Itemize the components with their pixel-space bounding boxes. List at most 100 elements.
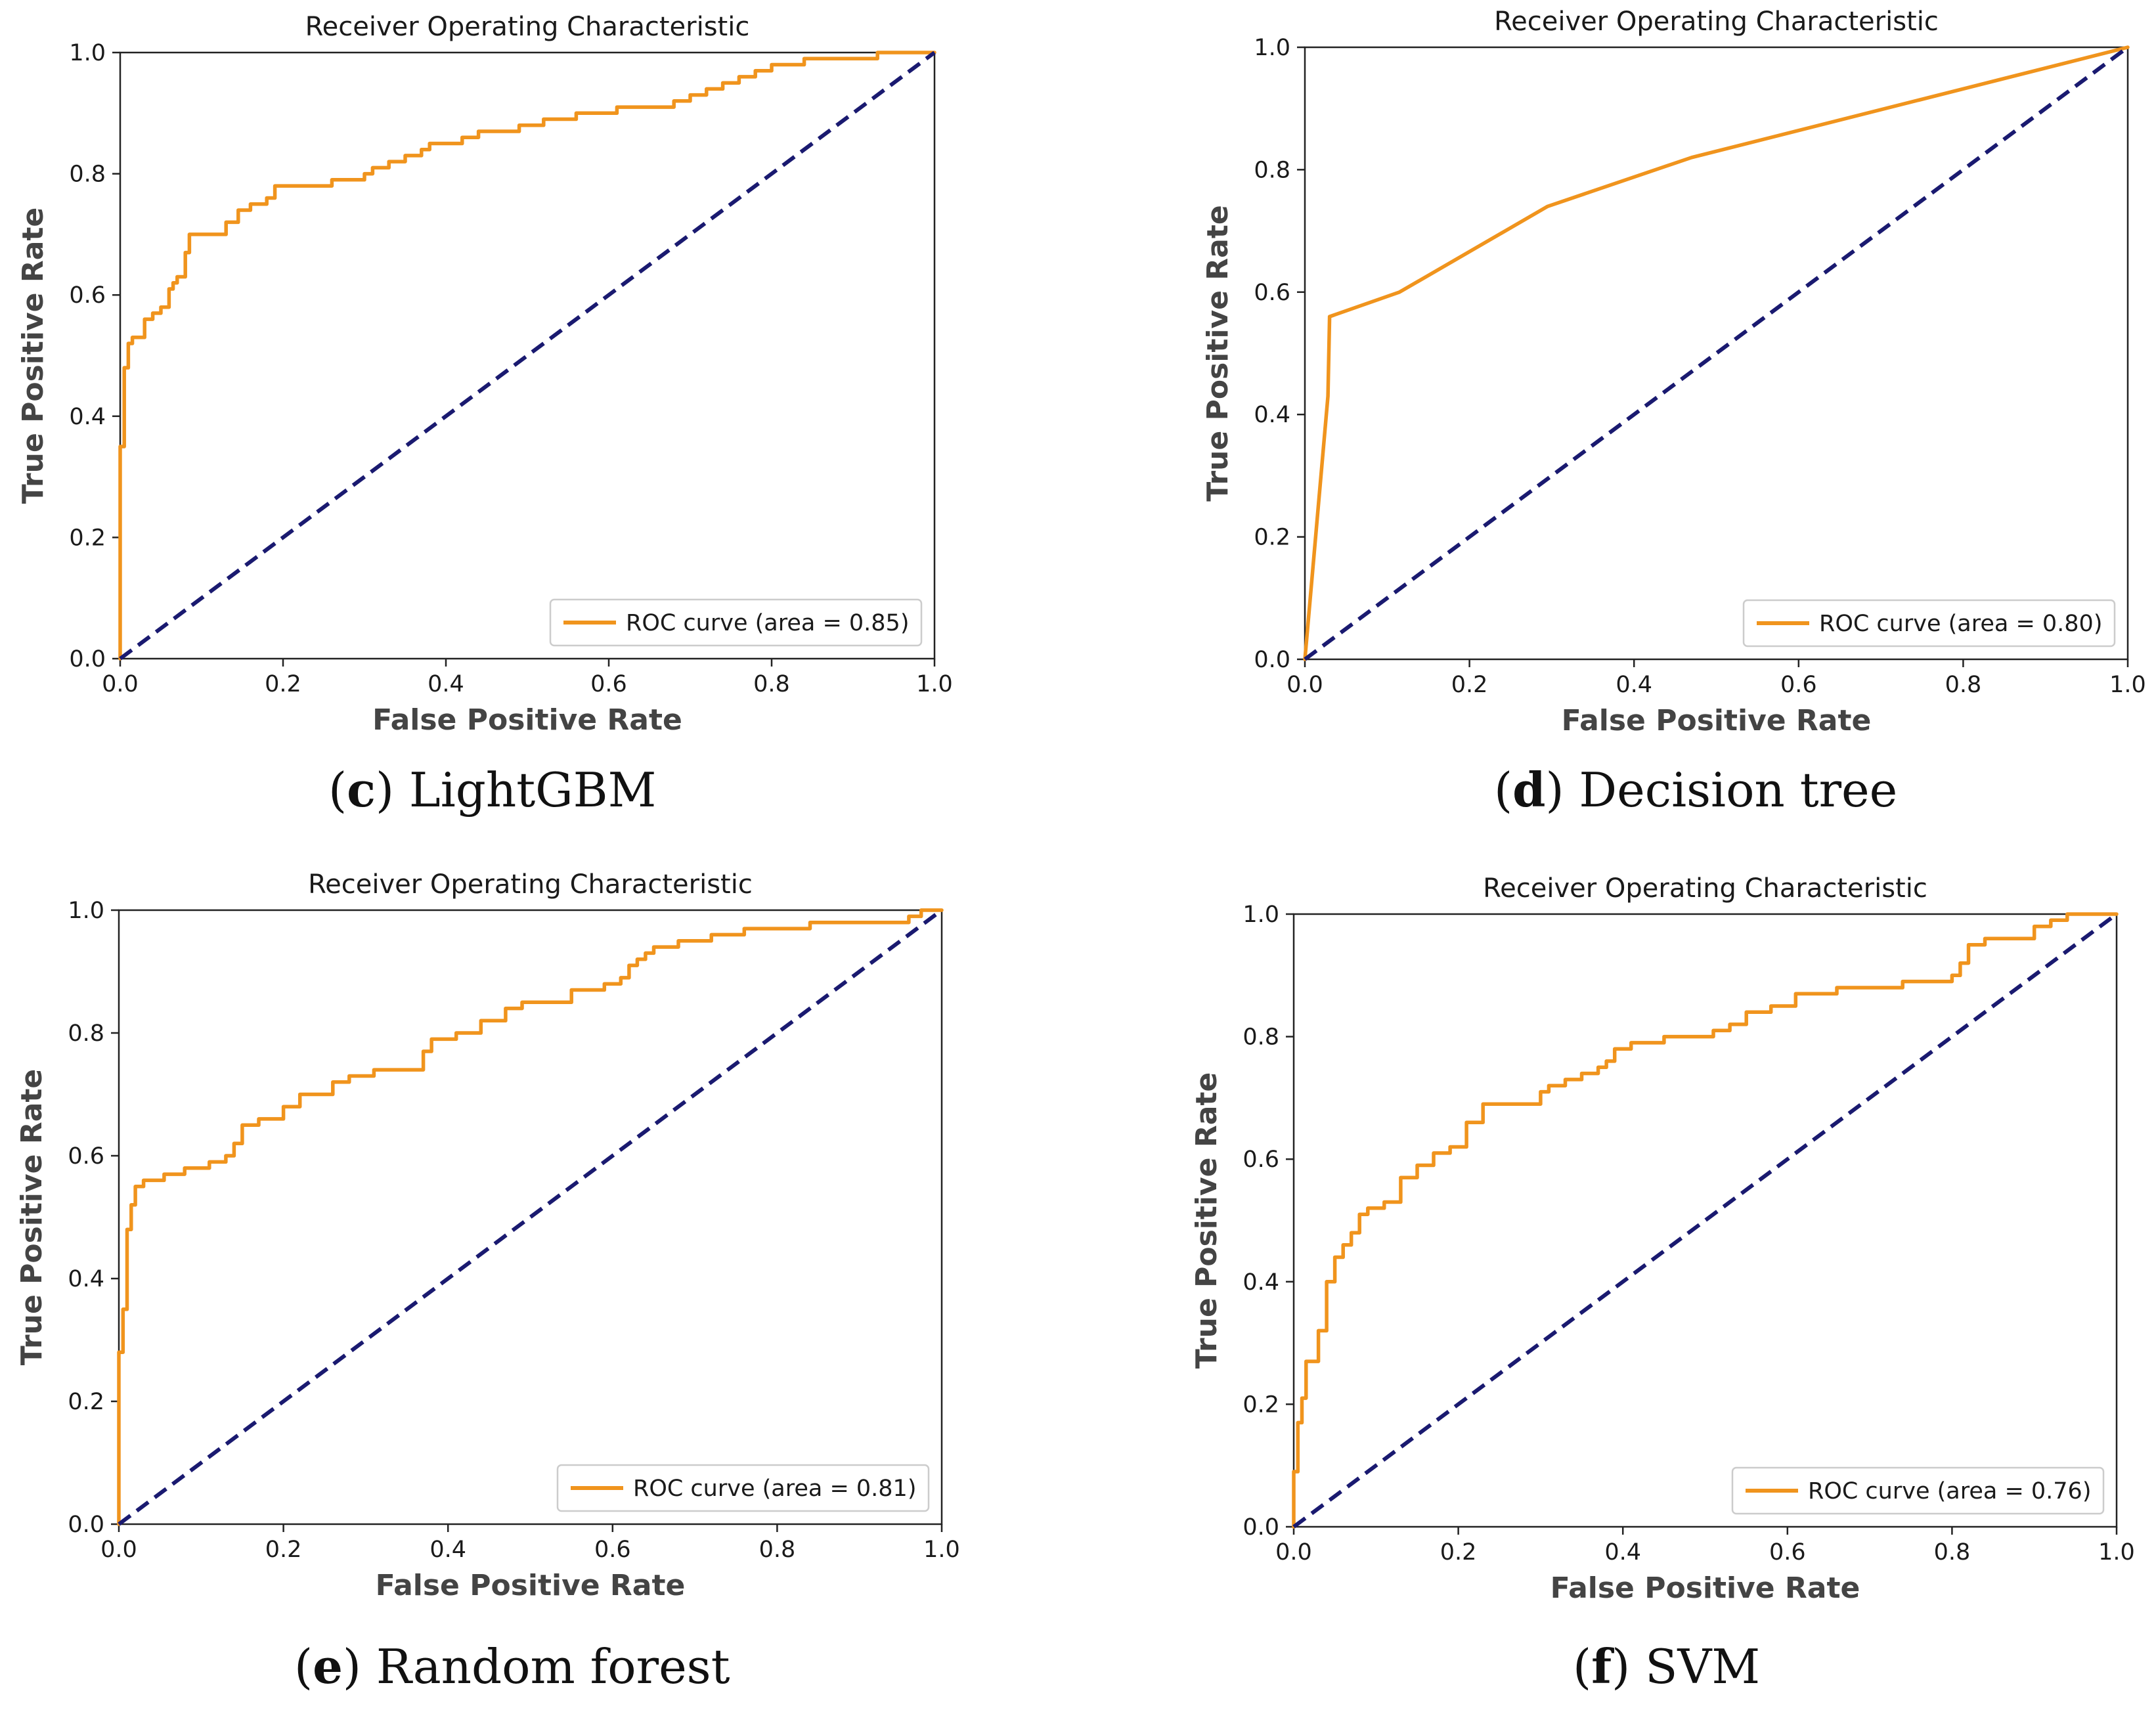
- x-tick-label: 0.2: [1451, 672, 1488, 698]
- chart-title: Receiver Operating Characteristic: [1483, 873, 1927, 904]
- x-axis-label: False Positive Rate: [1551, 1571, 1860, 1605]
- x-tick-label: 0.4: [1616, 672, 1652, 698]
- legend-label: ROC curve (area = 0.81): [633, 1476, 916, 1502]
- caption-e: (e) Random forest: [294, 1638, 730, 1694]
- legend-box: [556, 1464, 930, 1512]
- y-tick-label: 0.2: [69, 525, 106, 551]
- roc-curve-line: [1292, 912, 2119, 1529]
- x-tick-label: 0.8: [759, 1537, 796, 1563]
- chance-diagonal-line: [119, 51, 936, 661]
- y-tick-label: 0.4: [1254, 402, 1290, 428]
- x-tick-label: 0.2: [1440, 1539, 1477, 1566]
- caption-c: (c) LightGBM: [328, 762, 657, 818]
- caption-letter: e: [313, 1638, 343, 1694]
- caption-letter: d: [1512, 762, 1546, 818]
- caption-text: Random forest: [376, 1639, 730, 1694]
- x-tick-label: 0.8: [1945, 672, 1982, 698]
- chart-title: Receiver Operating Characteristic: [1494, 7, 1939, 37]
- x-tick-label: 0.4: [1604, 1539, 1641, 1566]
- x-tick-label: 0.0: [1287, 672, 1323, 698]
- plot-frame: [119, 51, 936, 660]
- legend-box: [549, 598, 923, 647]
- y-axis-label: True Positive Rate: [15, 1069, 49, 1366]
- y-tick-label: 0.6: [1243, 1147, 1279, 1173]
- x-tick-label: 1.0: [2098, 1539, 2135, 1566]
- x-tick-label: 0.2: [265, 671, 301, 697]
- y-tick-label: 0.6: [69, 282, 106, 309]
- x-tick-label: 0.4: [429, 1537, 466, 1563]
- caption-letter: f: [1591, 1638, 1612, 1694]
- legend-box: [1731, 1466, 2105, 1515]
- legend-label: ROC curve (area = 0.85): [626, 610, 909, 636]
- x-tick-label: 1.0: [2109, 672, 2146, 698]
- y-tick-label: 0.4: [69, 404, 106, 430]
- y-axis-label: True Positive Rate: [16, 208, 50, 504]
- chart-title: Receiver Operating Characteristic: [305, 12, 750, 42]
- caption-f: (f) SVM: [1573, 1638, 1761, 1694]
- x-axis-label: False Positive Rate: [372, 703, 682, 737]
- y-tick-label: 0.6: [68, 1143, 104, 1170]
- x-tick-label: 0.0: [100, 1537, 137, 1563]
- y-tick-label: 1.0: [1243, 902, 1279, 928]
- y-tick-label: 0.2: [68, 1389, 104, 1415]
- y-tick-label: 0.4: [1243, 1269, 1279, 1296]
- chance-diagonal-line: [1304, 45, 2129, 661]
- roc-curve-line: [1303, 45, 2130, 661]
- caption-text: SVM: [1645, 1639, 1761, 1694]
- x-tick-label: 0.6: [1780, 672, 1817, 698]
- caption-letter: c: [347, 762, 376, 818]
- y-tick-label: 0.0: [1254, 647, 1290, 673]
- roc-chart-e: Receiver Operating Characteristic 0.0 0.2 0…: [15, 869, 960, 1602]
- x-axis-label: False Positive Rate: [376, 1569, 686, 1602]
- caption-text: Decision tree: [1579, 762, 1898, 818]
- legend-label: ROC curve (area = 0.76): [1808, 1478, 2091, 1504]
- plot-frame: [1292, 913, 2118, 1528]
- roc-chart-c: Receiver Operating Characteristic 0.0 0.2 0…: [16, 12, 953, 737]
- x-tick-label: 1.0: [923, 1537, 960, 1563]
- y-axis-label: True Positive Rate: [1190, 1072, 1223, 1369]
- y-tick-label: 0.6: [1254, 280, 1290, 306]
- x-tick-label: 0.6: [1769, 1539, 1806, 1566]
- chart-title: Receiver Operating Characteristic: [308, 869, 753, 900]
- y-axis-label: True Positive Rate: [1201, 205, 1235, 502]
- y-tick-label: 0.0: [69, 646, 106, 672]
- roc-curve-line: [118, 51, 936, 661]
- y-tick-label: 0.8: [69, 162, 106, 188]
- plot-frame: [118, 909, 943, 1525]
- x-tick-label: 0.6: [590, 671, 627, 697]
- y-tick-label: 0.2: [1243, 1392, 1279, 1418]
- caption-d: (d) Decision tree: [1494, 762, 1898, 818]
- y-tick-label: 0.8: [1243, 1024, 1279, 1051]
- x-tick-label: 0.2: [265, 1537, 302, 1563]
- x-tick-label: 0.6: [594, 1537, 631, 1563]
- caption-text: LightGBM: [408, 762, 657, 818]
- x-axis-label: False Positive Rate: [1562, 704, 1872, 737]
- y-tick-label: 1.0: [68, 898, 104, 924]
- y-tick-label: 0.0: [68, 1512, 104, 1538]
- chance-diagonal-line: [118, 908, 943, 1526]
- roc-chart-d: Receiver Operating Characteristic 0.0 0.2 0…: [1201, 7, 2146, 737]
- x-tick-label: 1.0: [916, 671, 953, 697]
- legend: ROC curve (area = 0.85): [549, 598, 923, 647]
- x-tick-label: 0.8: [1934, 1539, 1971, 1566]
- roc-curve-line: [117, 908, 944, 1526]
- x-tick-label: 0.4: [428, 671, 464, 697]
- legend: ROC curve (area = 0.76): [1731, 1466, 2105, 1515]
- chance-diagonal-line: [1292, 912, 2118, 1529]
- plot-frame: [1304, 46, 2129, 661]
- y-tick-label: 0.4: [68, 1266, 104, 1292]
- y-tick-label: 1.0: [69, 40, 106, 66]
- legend-box: [1742, 599, 2116, 647]
- roc-chart-f: Receiver Operating Characteristic 0.0 0.2 0…: [1190, 873, 2135, 1605]
- x-tick-label: 0.8: [753, 671, 790, 697]
- y-tick-label: 0.2: [1254, 525, 1290, 551]
- y-tick-label: 0.8: [1254, 157, 1290, 183]
- legend-label: ROC curve (area = 0.80): [1819, 611, 2102, 637]
- x-tick-label: 0.0: [1275, 1539, 1312, 1566]
- y-tick-label: 0.8: [68, 1020, 104, 1047]
- legend: ROC curve (area = 0.80): [1742, 599, 2116, 647]
- x-tick-label: 0.0: [102, 671, 139, 697]
- y-tick-label: 1.0: [1254, 35, 1290, 61]
- legend: ROC curve (area = 0.81): [556, 1464, 930, 1512]
- y-tick-label: 0.0: [1243, 1514, 1279, 1541]
